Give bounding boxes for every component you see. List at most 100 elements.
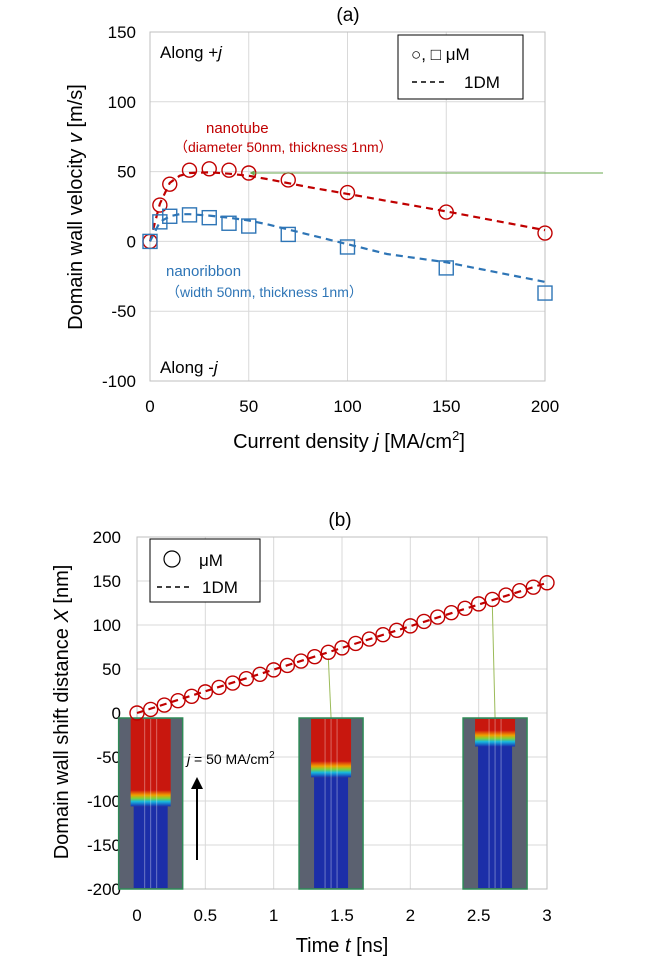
- x-tick-label: 1: [269, 906, 278, 925]
- inset-domain-wall: [311, 761, 352, 778]
- inset-magnetization-down: [133, 806, 168, 888]
- y-tick-label: 50: [102, 660, 121, 679]
- panel-a-legend-box: [397, 34, 524, 100]
- inset-magnetization-down: [478, 746, 513, 888]
- y-tick-label: 200: [93, 528, 121, 547]
- y-tick-label: 0: [127, 232, 136, 251]
- data-point-circle: [238, 670, 255, 687]
- data-point-square: [181, 207, 198, 223]
- y-tick-label: -100: [87, 792, 121, 811]
- y-tick-label: -150: [87, 836, 121, 855]
- panel-b-inset-connectors: [327, 605, 496, 719]
- simulation-inset: [462, 717, 528, 890]
- chart-panel-a: (a) -100 -50 0 50 100 150 0 50 100 150 200 Along …: [65, 5, 603, 453]
- data-point-square: [241, 218, 257, 234]
- data-point-circle: [388, 622, 405, 638]
- panel-a-x-tick-labels: 0 50 100 150 200: [145, 397, 559, 416]
- data-point-circle: [402, 618, 419, 634]
- data-point-circle: [142, 701, 159, 718]
- data-point-circle: [170, 692, 186, 709]
- panel-b-legend-circle-icon: [163, 550, 181, 568]
- data-point-circle: [152, 197, 168, 213]
- inset-domain-wall: [475, 730, 516, 747]
- data-point-circle: [265, 662, 282, 678]
- panel-b-simulation-insets: [117, 717, 528, 890]
- data-point-circle: [156, 697, 173, 713]
- data-point-circle: [221, 162, 237, 178]
- data-point-circle: [320, 644, 337, 660]
- y-tick-label: 100: [108, 93, 136, 112]
- data-point-circle: [334, 640, 350, 656]
- panel-a-along-plus: Along +j: [160, 43, 223, 62]
- panel-b-x-axis-title: Time t [ns]: [296, 935, 389, 957]
- data-point-circle: [484, 591, 501, 608]
- data-point-circle: [280, 172, 296, 188]
- panel-a-model-lines: [148, 171, 546, 283]
- data-point-square: [142, 233, 158, 250]
- panel-b-data-points: [129, 575, 555, 721]
- data-point-square: [152, 214, 168, 230]
- data-point-square: [339, 239, 356, 255]
- y-tick-label: -100: [102, 372, 136, 391]
- data-point-circle: [181, 162, 198, 178]
- y-tick-label: 0: [112, 704, 121, 723]
- data-point-circle: [306, 648, 323, 665]
- x-tick-label: 3: [542, 906, 551, 925]
- x-tick-label: 200: [531, 397, 559, 416]
- x-tick-label: 50: [239, 397, 258, 416]
- y-tick-label: 150: [93, 572, 121, 591]
- inset-magnetization-down: [314, 777, 349, 888]
- data-point-circle: [201, 161, 217, 177]
- data-point-circle: [498, 587, 514, 603]
- data-point-square: [201, 209, 217, 226]
- y-tick-label: -50: [96, 748, 121, 767]
- data-point-circle: [416, 613, 432, 630]
- data-point-circle: [470, 596, 487, 612]
- model-line: [149, 213, 546, 283]
- panel-a-data-points: [142, 161, 553, 301]
- y-tick-label: 100: [93, 616, 121, 635]
- y-tick-label: 150: [108, 23, 136, 42]
- panel-b-y-tick-labels: -200 -150 -100 -50 0 50 100 150 200: [87, 528, 121, 899]
- data-point-circle: [339, 184, 356, 201]
- data-point-circle: [183, 688, 200, 704]
- x-tick-label: 100: [333, 397, 361, 416]
- current-density-label: j = 50 MA/cm2: [185, 750, 275, 767]
- x-tick-label: 2: [406, 906, 415, 925]
- data-point-circle: [429, 609, 446, 625]
- x-tick-label: 0.5: [194, 906, 218, 925]
- data-point-circle: [279, 657, 296, 674]
- inset-magnetization-up: [475, 719, 516, 734]
- model-line: [148, 171, 546, 242]
- data-point-circle: [525, 579, 542, 595]
- nanoribbon-title: nanoribbon: [166, 263, 241, 280]
- data-point-circle: [438, 204, 454, 220]
- simulation-inset: [117, 717, 184, 890]
- data-point-square: [221, 215, 237, 231]
- panel-a-legend-line-label: 1DM: [464, 73, 500, 92]
- data-point-circle: [375, 626, 391, 643]
- x-tick-label: 150: [432, 397, 460, 416]
- panel-b-legend-markers-label: μM: [199, 551, 223, 570]
- data-point-circle: [537, 225, 553, 241]
- panel-b-x-tick-labels: 0 0.5 1 1.5 2 2.5 3: [132, 906, 551, 925]
- data-point-circle: [224, 675, 241, 691]
- data-point-circle: [252, 666, 268, 682]
- data-point-circle: [293, 653, 309, 669]
- data-point-circle: [539, 575, 555, 591]
- panel-b-legend-line-label: 1DM: [202, 578, 238, 597]
- panel-b-legend: μM 1DM: [149, 538, 261, 603]
- data-point-circle: [361, 631, 378, 647]
- x-tick-label: 0: [145, 397, 154, 416]
- panel-a-x-axis-title: Current density j [MA/cm2]: [233, 428, 465, 453]
- inset-magnetization-up: [130, 719, 171, 794]
- chart-panel-b: (b) -200 -150 -100 -50 0 50 100 150 200 0 0.5 1 1.5…: [51, 510, 555, 957]
- nanotube-title: nanotube: [206, 120, 269, 137]
- data-point-circle: [162, 176, 178, 192]
- inset-magnetization-up: [311, 719, 352, 765]
- x-tick-label: 0: [132, 906, 141, 925]
- data-point-square: [162, 208, 178, 224]
- y-tick-label: -200: [87, 880, 121, 899]
- panel-b-legend-box: [149, 538, 261, 603]
- y-tick-label: -50: [111, 302, 136, 321]
